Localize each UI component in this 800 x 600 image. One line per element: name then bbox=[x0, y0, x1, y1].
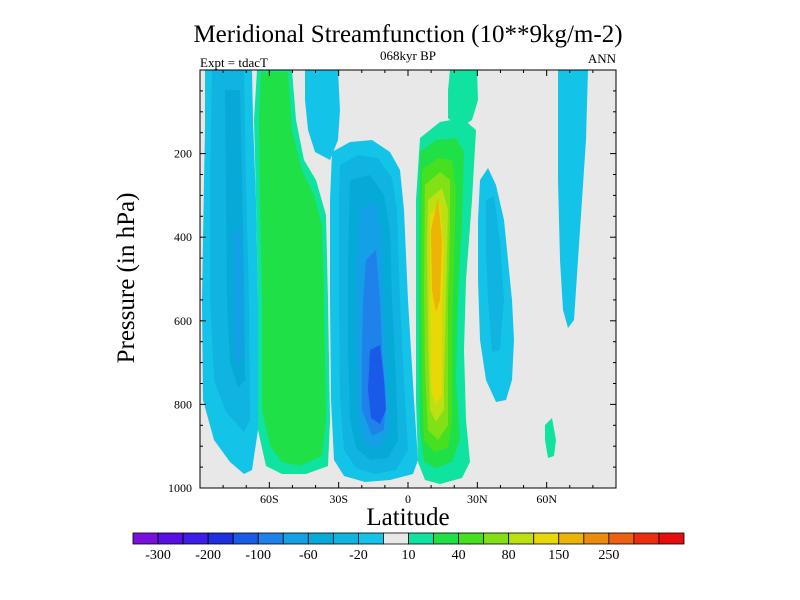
colorbar-swatch bbox=[658, 532, 685, 545]
experiment-label: Expt = tdacT bbox=[200, 55, 268, 70]
colorbar-swatch bbox=[408, 532, 434, 545]
x-axis: 60S 30S 0 30N 60N bbox=[222, 70, 594, 506]
colorbar-swatch bbox=[608, 532, 635, 545]
colorbar-swatch bbox=[583, 532, 610, 545]
sh-polar-cell-peak bbox=[233, 230, 243, 368]
colorbar-label: -100 bbox=[245, 548, 271, 563]
colorbar-swatch bbox=[483, 532, 510, 545]
colorbar-swatch bbox=[458, 532, 485, 545]
colorbar-label: 150 bbox=[548, 548, 569, 563]
colorbar-swatch bbox=[332, 532, 359, 545]
colorbar-label: -20 bbox=[349, 548, 368, 563]
colorbar-swatch bbox=[358, 532, 384, 545]
x-tick-label: 30S bbox=[329, 492, 348, 506]
sh-upper-cell bbox=[305, 70, 340, 160]
colorbar-label: 40 bbox=[452, 548, 466, 563]
x-axis-title: Latitude bbox=[366, 504, 449, 531]
colorbar-swatch bbox=[182, 532, 209, 545]
y-tick-label: 1000 bbox=[168, 481, 192, 495]
colorbar-swatch bbox=[307, 532, 334, 545]
y-tick-label: 400 bbox=[174, 230, 192, 244]
colorbar-label: -300 bbox=[145, 548, 171, 563]
colorbar-swatch bbox=[257, 532, 284, 545]
colorbar-swatch bbox=[433, 532, 459, 545]
x-tick-label: 0 bbox=[405, 492, 411, 506]
colorbar-label: 250 bbox=[598, 548, 619, 563]
contour-fills bbox=[202, 70, 588, 484]
colorbar-swatch bbox=[508, 532, 535, 545]
y-axis-title: Pressure (in hPa) bbox=[113, 193, 140, 364]
y-tick-label: 600 bbox=[174, 314, 192, 328]
period-label: 068kyr BP bbox=[380, 48, 436, 63]
colorbar-label: -200 bbox=[195, 548, 221, 563]
chart-title: Meridional Streamfunction (10**9kg/m-2) bbox=[193, 21, 622, 48]
colorbar-swatch bbox=[282, 532, 309, 545]
plot-area bbox=[199, 69, 617, 489]
nh-hadley-cell-top bbox=[448, 70, 478, 128]
colorbar-swatch bbox=[533, 532, 560, 545]
y-axis: 200 400 600 800 1000 bbox=[168, 90, 616, 495]
nh-polar-upper-cell bbox=[558, 70, 588, 328]
colorbar-labels: -300 -200 -100 -60 -20 10 40 80 150 250 bbox=[145, 548, 619, 563]
x-tick-label: 60N bbox=[536, 492, 557, 506]
nh-midlat-cell bbox=[545, 418, 556, 458]
colorbar-swatch bbox=[383, 532, 409, 545]
colorbar-swatch bbox=[207, 532, 234, 545]
colorbar-label: 10 bbox=[402, 548, 416, 563]
x-tick-label: 60S bbox=[260, 492, 279, 506]
sh-ferrel-cell-core bbox=[259, 72, 326, 466]
colorbar-swatch bbox=[157, 532, 184, 545]
colorbar bbox=[132, 532, 685, 545]
nh-ferrel-cell-core bbox=[486, 196, 504, 352]
colorbar-swatch bbox=[232, 532, 259, 545]
y-tick-label: 800 bbox=[174, 397, 192, 411]
season-label: ANN bbox=[588, 51, 617, 66]
colorbar-label: 80 bbox=[502, 548, 516, 563]
colorbar-swatch bbox=[132, 532, 159, 545]
colorbar-label: -60 bbox=[299, 548, 318, 563]
colorbar-swatch bbox=[633, 532, 660, 545]
colorbar-swatch bbox=[558, 532, 585, 545]
nh-hadley-cell-core bbox=[431, 198, 442, 312]
y-tick-label: 200 bbox=[174, 147, 192, 161]
x-tick-label: 30N bbox=[467, 492, 488, 506]
sh-hadley-cell-core bbox=[368, 345, 386, 424]
